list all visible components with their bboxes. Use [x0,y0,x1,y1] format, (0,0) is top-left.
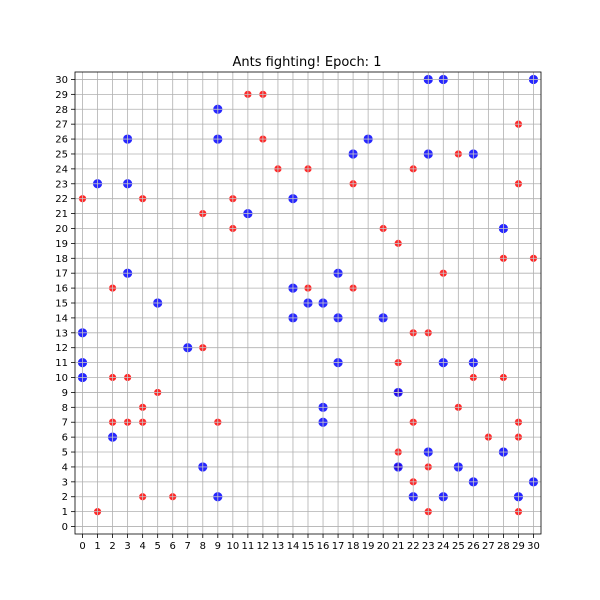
x-tick-label: 22 [407,541,420,552]
y-tick-label: 14 [55,313,68,324]
y-tick-label: 22 [55,194,68,205]
x-tick-label: 12 [257,541,270,552]
y-tick-label: 26 [55,135,68,146]
grid [75,72,541,534]
x-tick-label: 18 [347,541,360,552]
x-tick-label: 30 [527,541,540,552]
x-tick-label: 10 [226,541,239,552]
y-tick-label: 24 [55,164,68,175]
x-tick-label: 13 [272,541,285,552]
y-tick-label: 29 [55,90,68,101]
y-tick-label: 25 [55,149,68,160]
y-tick-label: 8 [62,403,68,414]
y-tick-label: 0 [62,522,68,533]
y-tick-label: 3 [62,477,68,488]
y-tick-label: 1 [62,507,68,518]
x-tick-label: 8 [200,541,206,552]
x-tick-label: 16 [317,541,330,552]
y-tick-label: 16 [55,284,68,295]
x-tick-label: 14 [287,541,300,552]
y-tick-label: 28 [55,105,68,116]
y-tick-label: 11 [55,358,68,369]
y-tick-label: 30 [55,75,68,86]
x-tick-label: 26 [467,541,480,552]
y-tick-label: 10 [55,373,68,384]
x-tick-label: 4 [139,541,145,552]
y-tick-label: 21 [55,209,68,220]
y-tick-label: 18 [55,254,68,265]
y-axis: 0123456789101112131415161718192021222324… [55,75,75,533]
x-tick-label: 23 [422,541,435,552]
x-tick-label: 28 [497,541,510,552]
y-tick-label: 12 [55,343,68,354]
y-tick-label: 6 [62,433,68,444]
x-tick-label: 0 [79,541,85,552]
data-points [77,74,539,516]
y-tick-label: 9 [62,388,68,399]
x-tick-label: 1 [94,541,100,552]
y-tick-label: 15 [55,299,68,310]
y-tick-label: 4 [62,462,68,473]
chart-title: Ants fighting! Epoch: 1 [233,55,382,70]
y-tick-label: 7 [62,418,68,429]
grid-overlay [77,74,539,516]
x-tick-label: 24 [437,541,450,552]
y-tick-label: 23 [55,179,68,190]
x-tick-label: 17 [332,541,345,552]
x-tick-label: 25 [452,541,465,552]
x-tick-label: 19 [362,541,375,552]
x-tick-label: 27 [482,541,495,552]
y-tick-label: 17 [55,269,68,280]
x-tick-label: 5 [154,541,160,552]
y-tick-label: 19 [55,239,68,250]
x-tick-label: 6 [170,541,176,552]
y-tick-label: 20 [55,224,68,235]
x-tick-label: 9 [215,541,221,552]
x-tick-label: 20 [377,541,390,552]
x-tick-label: 11 [242,541,255,552]
y-tick-label: 13 [55,328,68,339]
x-tick-label: 15 [302,541,315,552]
y-tick-label: 2 [62,492,68,503]
x-tick-label: 29 [512,541,525,552]
x-tick-label: 21 [392,541,405,552]
y-tick-label: 5 [62,448,68,459]
plot-frame [74,71,542,535]
x-tick-label: 7 [185,541,191,552]
x-tick-label: 3 [124,541,130,552]
y-tick-label: 27 [55,120,68,131]
x-axis: 0 1 2 3 4 5 6 7 8 9 10 11 12 13 14 15 16 17 18 19 20 21 22 23 24… [79,534,540,552]
x-tick-label: 2 [109,541,115,552]
